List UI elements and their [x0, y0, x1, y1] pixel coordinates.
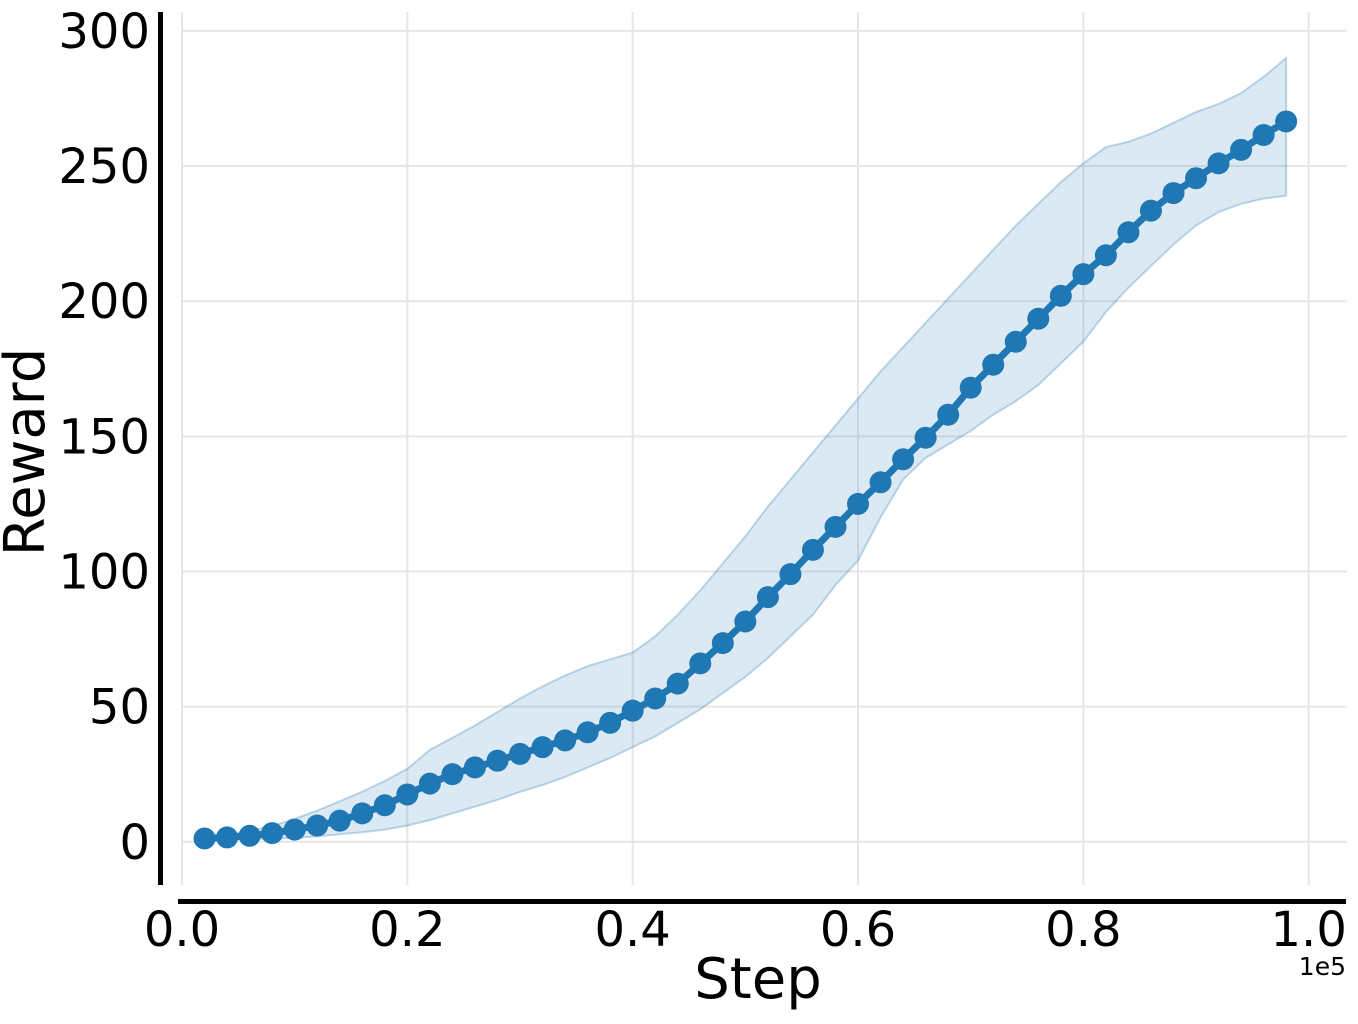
x-tick-labels: 0.0 0.2 0.4 0.6 0.8 1.0 — [144, 902, 1347, 958]
data-point — [1252, 123, 1275, 146]
data-point — [711, 632, 734, 655]
x-axis-spine — [178, 899, 1346, 904]
data-point — [373, 794, 396, 817]
data-point — [193, 827, 216, 850]
data-point — [261, 822, 284, 845]
data-point — [328, 809, 351, 832]
y-tick-labels: 0 50 100 150 200 250 300 — [58, 4, 150, 871]
data-point — [396, 783, 419, 806]
band-polygon — [203, 55, 1288, 842]
data-point — [982, 353, 1005, 376]
data-point — [351, 802, 374, 825]
y-tick-label: 250 — [58, 139, 150, 195]
data-point — [1117, 221, 1140, 244]
data-point — [1185, 167, 1208, 190]
data-point — [892, 448, 915, 471]
data-point — [283, 818, 306, 841]
x-axis-label: Step — [694, 947, 822, 1012]
data-point — [869, 471, 892, 494]
x-tick-label: 0.4 — [595, 902, 671, 958]
data-point — [1094, 244, 1117, 267]
data-point — [1230, 138, 1253, 161]
data-point — [756, 586, 779, 609]
data-point — [1049, 284, 1072, 307]
data-point — [486, 749, 509, 772]
x-tick-label: 0.6 — [820, 902, 896, 958]
data-point — [644, 687, 667, 710]
data-point — [937, 403, 960, 426]
data-point — [531, 736, 554, 759]
data-point — [599, 711, 622, 734]
y-axis-label: Reward — [0, 348, 58, 557]
data-point — [959, 376, 982, 399]
data-point — [1004, 330, 1027, 353]
y-tick-label: 200 — [58, 274, 150, 330]
confidence-band — [203, 55, 1288, 842]
data-point — [914, 426, 937, 449]
data-point — [1275, 110, 1298, 133]
data-point — [1027, 307, 1050, 330]
data-point — [554, 729, 577, 752]
data-point — [418, 772, 441, 795]
data-point — [847, 492, 870, 515]
y-tick-label: 50 — [89, 680, 150, 736]
x-tick-label: 0.8 — [1045, 902, 1121, 958]
data-point — [824, 515, 847, 538]
data-point — [306, 814, 329, 837]
x-tick-label: 0.0 — [144, 902, 220, 958]
y-axis-spine — [158, 12, 163, 885]
data-point — [1162, 182, 1185, 205]
data-point — [801, 538, 824, 561]
data-point — [463, 756, 486, 779]
data-point — [689, 652, 712, 675]
data-point — [621, 699, 644, 722]
data-point — [1072, 263, 1095, 286]
data-point — [441, 763, 464, 786]
data-point-markers — [193, 110, 1298, 850]
data-point — [216, 826, 239, 849]
data-point — [509, 742, 532, 765]
x-tick-label: 1.0 — [1271, 902, 1347, 958]
y-tick-label: 300 — [58, 4, 150, 60]
data-point — [1207, 152, 1230, 175]
data-point — [576, 721, 599, 744]
x-tick-label: 0.2 — [369, 902, 445, 958]
y-tick-label: 150 — [58, 409, 150, 465]
y-tick-label: 100 — [58, 544, 150, 600]
gridlines — [181, 12, 1347, 885]
data-point — [238, 824, 261, 847]
data-point — [666, 672, 689, 695]
data-point — [779, 563, 802, 586]
data-point — [1139, 199, 1162, 222]
y-tick-label: 0 — [119, 815, 150, 871]
x-axis-offset-label: 1e5 — [1299, 952, 1346, 981]
data-point — [734, 610, 757, 633]
